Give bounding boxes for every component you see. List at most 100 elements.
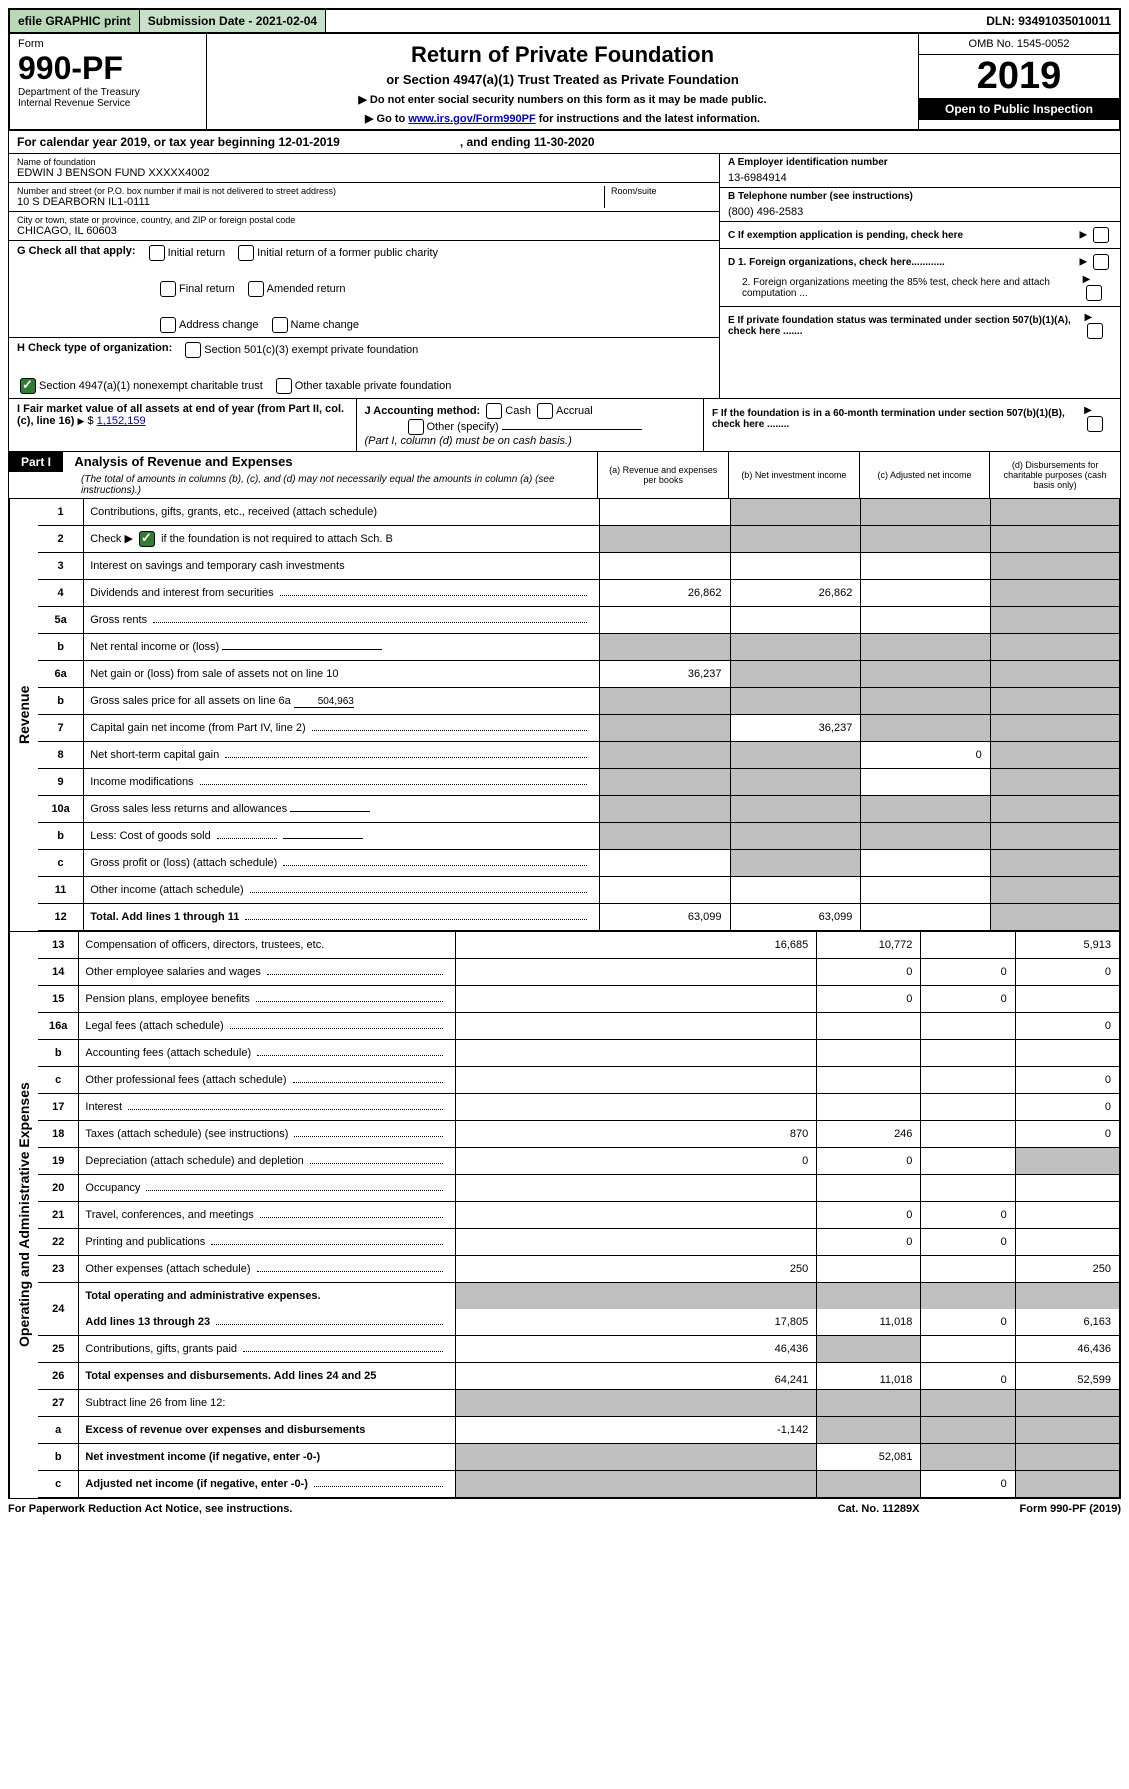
d2-checkbox[interactable] [1086,285,1102,301]
h-4947-checkbox[interactable] [20,378,36,394]
j-other-label: Other (specify) [427,421,499,433]
r17-desc: Interest [79,1094,455,1121]
form-header: Form 990-PF Department of the Treasury I… [8,34,1121,131]
r8-desc: Net short-term capital gain [84,742,600,769]
ein: 13-6984914 [728,168,1112,184]
r18-desc: Taxes (attach schedule) (see instruction… [79,1121,455,1148]
r9-desc: Income modifications [84,769,600,796]
address-cell: Number and street (or P.O. box number if… [9,183,719,212]
calendar-row: For calendar year 2019, or tax year begi… [8,131,1121,154]
r11-desc: Other income (attach schedule) [84,877,600,904]
table-row: cAdjusted net income (if negative, enter… [38,1471,1120,1498]
name-change-label: Name change [291,319,360,331]
table-row: cOther professional fees (attach schedul… [38,1067,1120,1094]
d1-checkbox[interactable] [1093,254,1109,270]
table-row: 12Total. Add lines 1 through 1163,09963,… [38,904,1120,931]
footer-center: Cat. No. 11289X [838,1503,920,1515]
room-label: Room/suite [611,186,711,196]
analysis-title-block: Part I Analysis of Revenue and Expenses … [9,452,597,498]
c-checkbox[interactable] [1093,227,1109,243]
name-change-checkbox[interactable] [272,317,288,333]
form-number: 990-PF [18,50,198,87]
f-label: F If the foundation is in a 60-month ter… [712,408,1084,430]
j-accrual-label: Accrual [556,405,593,417]
h-check-row: H Check type of organization: Section 50… [9,338,719,398]
analysis-header: Part I Analysis of Revenue and Expenses … [8,452,1121,499]
calendar-end: , and ending 11-30-2020 [460,135,595,149]
j-other-checkbox[interactable] [408,419,424,435]
address-change-checkbox[interactable] [160,317,176,333]
table-row: bAccounting fees (attach schedule) [38,1040,1120,1067]
irs: Internal Revenue Service [18,98,198,109]
top-bar: efile GRAPHIC print Submission Date - 20… [8,8,1121,34]
table-row: 23Other expenses (attach schedule)250250 [38,1256,1120,1283]
r23-desc: Other expenses (attach schedule) [79,1256,455,1283]
efile-tag[interactable]: efile GRAPHIC print [10,10,139,32]
r21-desc: Travel, conferences, and meetings [79,1202,455,1229]
d2-label: 2. Foreign organizations meeting the 85%… [728,277,1083,299]
table-row: 4Dividends and interest from securities2… [38,580,1120,607]
instr-link[interactable]: www.irs.gov/Form990PF [408,113,535,125]
section-f: F If the foundation is in a 60-month ter… [703,399,1120,451]
table-row: 14Other employee salaries and wages000 [38,959,1120,986]
r6b-desc: Gross sales price for all assets on line… [84,688,600,715]
title-block: Return of Private Foundation or Section … [207,34,918,129]
amended-checkbox[interactable] [248,281,264,297]
table-row: bGross sales price for all assets on lin… [38,688,1120,715]
table-row: 2Check ▶ if the foundation is not requir… [38,526,1120,553]
subtitle: or Section 4947(a)(1) Trust Treated as P… [211,72,914,87]
table-row: cGross profit or (loss) (attach schedule… [38,850,1120,877]
footer-right: Form 990-PF (2019) [1020,1503,1121,1515]
f-checkbox[interactable] [1087,416,1103,432]
table-row: 21Travel, conferences, and meetings00 [38,1202,1120,1229]
r12a: 63,099 [599,904,730,931]
city-label: City or town, state or province, country… [17,215,711,225]
r2-checkbox[interactable] [139,531,155,547]
info-left: Name of foundation EDWIN J BENSON FUND X… [9,154,719,398]
instr2: ▶ Go to www.irs.gov/Form990PF for instru… [211,112,914,125]
final-label: Final return [179,283,235,295]
e-checkbox[interactable] [1087,323,1103,339]
table-row: 15Pension plans, employee benefits00 [38,986,1120,1013]
r16a-desc: Legal fees (attach schedule) [79,1013,455,1040]
table-row: 24Total operating and administrative exp… [38,1283,1120,1310]
dept: Department of the Treasury [18,87,198,98]
j-cash-label: Cash [505,405,531,417]
d-cell: D 1. Foreign organizations, check here..… [720,249,1120,307]
j-accrual-checkbox[interactable] [537,403,553,419]
r24b-desc: Add lines 13 through 23 [79,1309,455,1336]
year-block: OMB No. 1545-0052 2019 Open to Public In… [918,34,1119,129]
r15-desc: Pension plans, employee benefits [79,986,455,1013]
initial-return-checkbox[interactable] [149,245,165,261]
h-label: H Check type of organization: [17,342,172,354]
r6a-desc: Net gain or (loss) from sale of assets n… [84,661,600,688]
table-row: 11Other income (attach schedule) [38,877,1120,904]
r3-desc: Interest on savings and temporary cash i… [84,553,600,580]
d1-label: D 1. Foreign organizations, check here..… [728,257,945,268]
initial-former-label: Initial return of a former public charit… [257,247,438,259]
form-label: Form [18,38,198,50]
table-row: 18Taxes (attach schedule) (see instructi… [38,1121,1120,1148]
table-row: 22Printing and publications00 [38,1229,1120,1256]
r22-desc: Printing and publications [79,1229,455,1256]
j-cash-checkbox[interactable] [486,403,502,419]
expenses-table: 13Compensation of officers, directors, t… [38,932,1120,1498]
h-501c3-checkbox[interactable] [185,342,201,358]
initial-former-checkbox[interactable] [238,245,254,261]
r5b-desc: Net rental income or (loss) [84,634,600,661]
r8c: 0 [861,742,990,769]
r10a-desc: Gross sales less returns and allowances [84,796,600,823]
h-other-checkbox[interactable] [276,378,292,394]
r4b: 26,862 [730,580,861,607]
initial-label: Initial return [168,247,225,259]
r12b: 63,099 [730,904,861,931]
r14-desc: Other employee salaries and wages [79,959,455,986]
i-value-link[interactable]: 1,152,159 [97,415,146,427]
table-row: 19Depreciation (attach schedule) and dep… [38,1148,1120,1175]
amended-label: Amended return [267,283,346,295]
ein-label: A Employer identification number [728,157,1112,168]
r10b-desc: Less: Cost of goods sold [84,823,600,850]
revenue-container: Revenue 1Contributions, gifts, grants, e… [8,499,1121,932]
final-return-checkbox[interactable] [160,281,176,297]
part1-desc: (The total of amounts in columns (b), (c… [9,472,597,498]
